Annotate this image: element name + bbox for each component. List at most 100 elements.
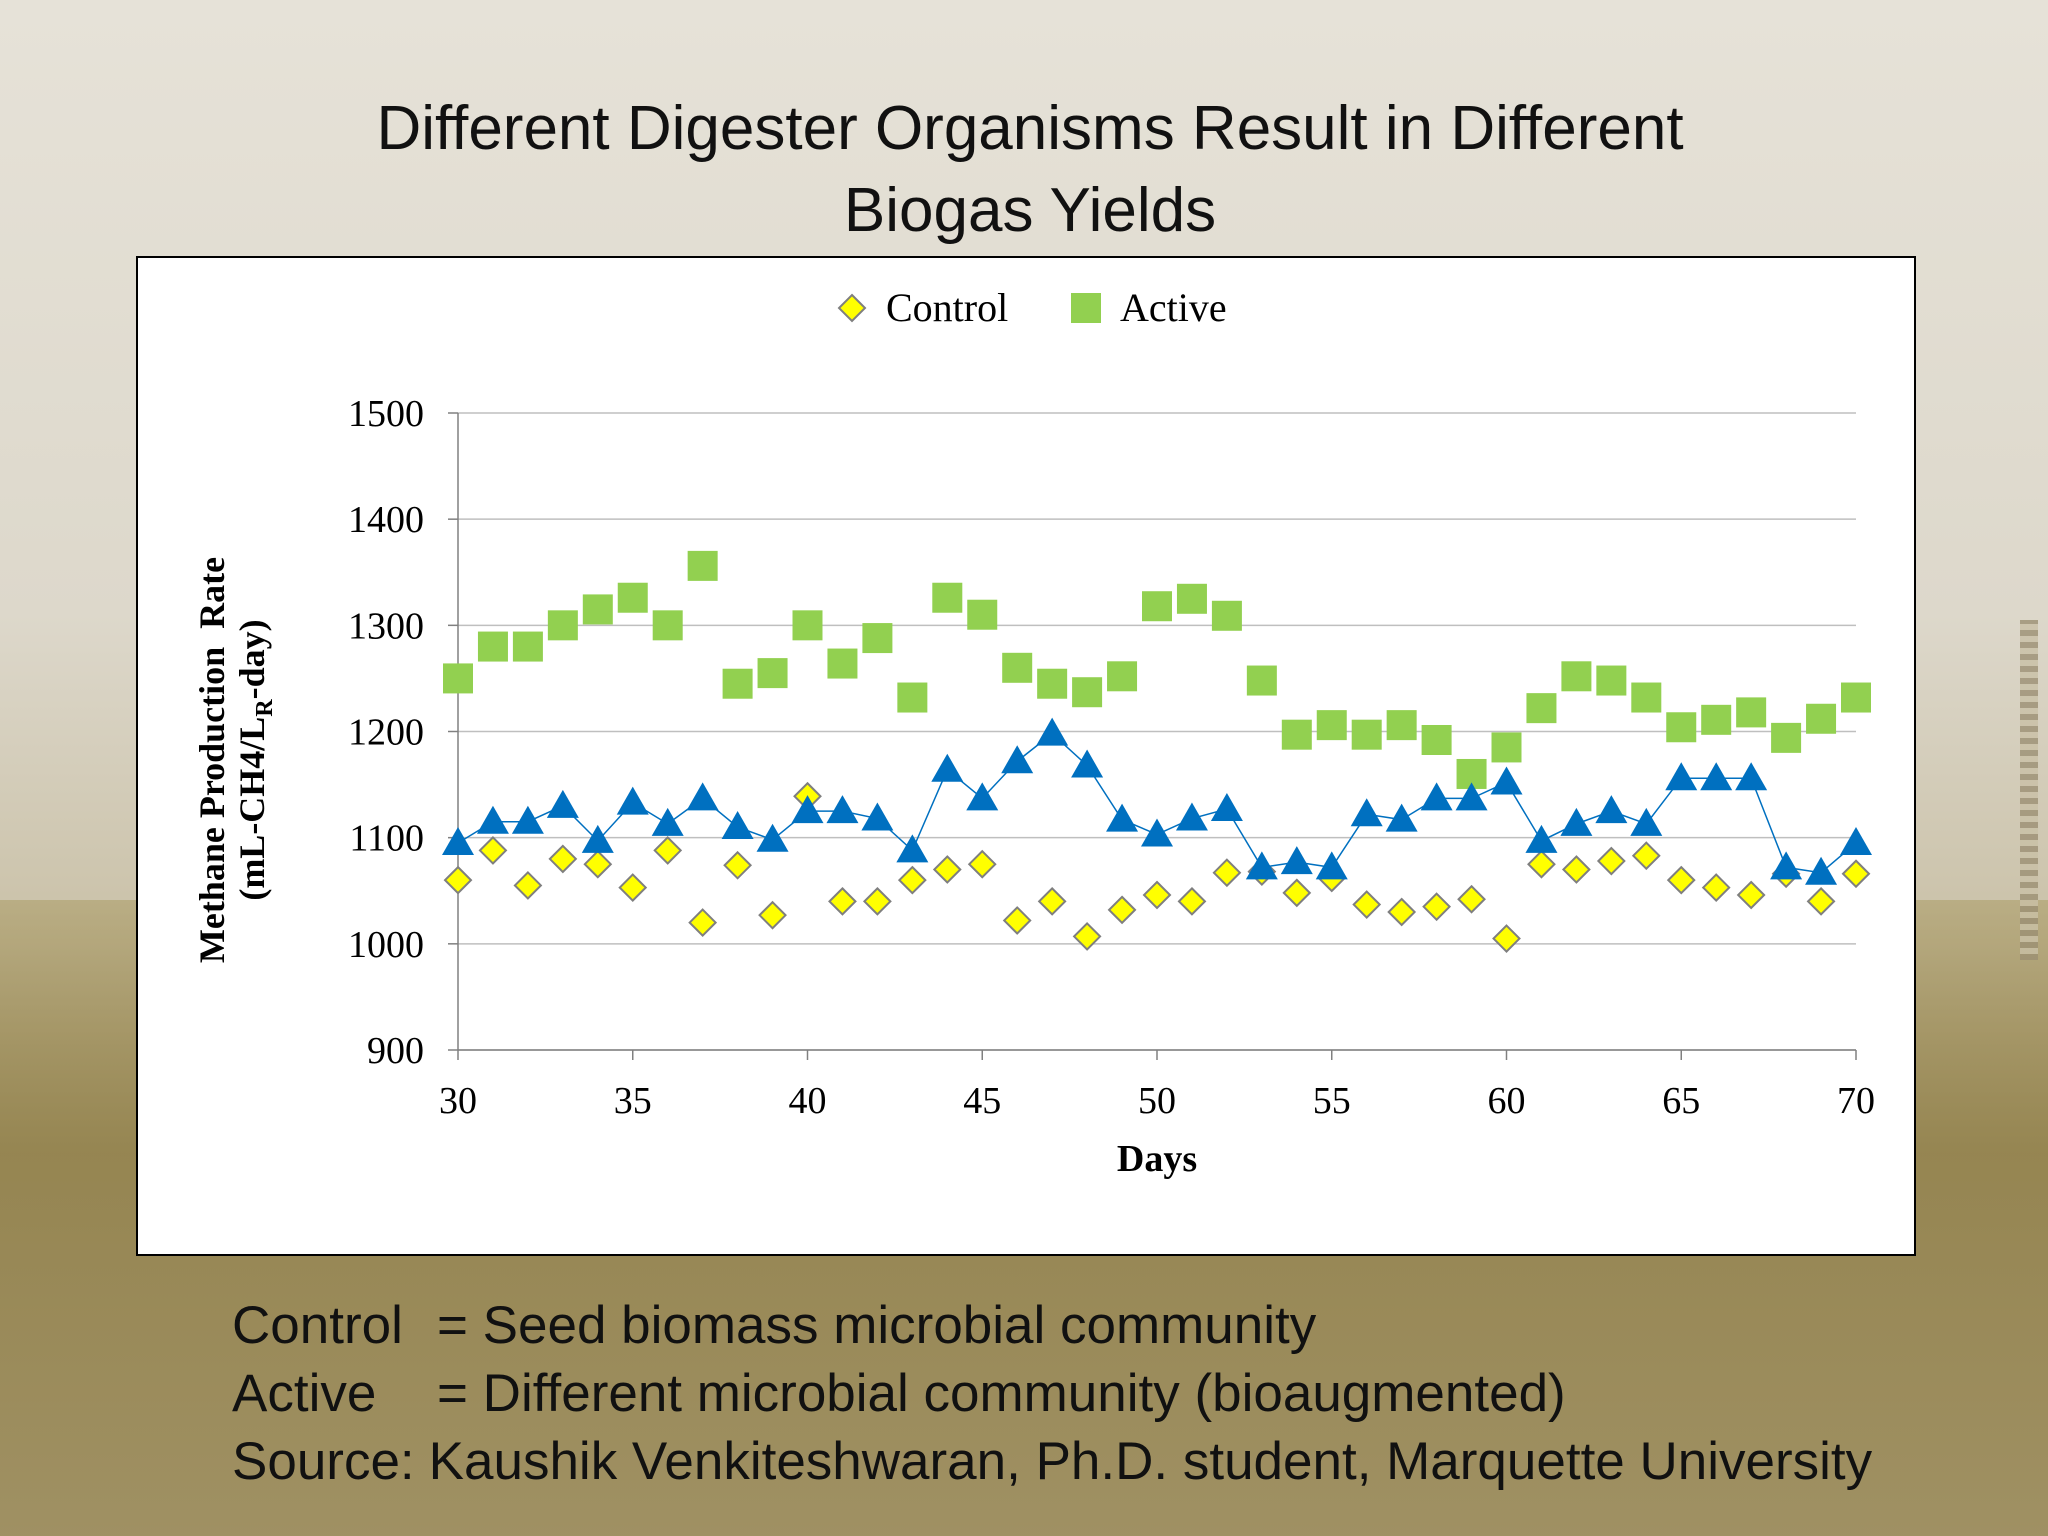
data-point [1037, 886, 1067, 916]
data-point [1352, 890, 1382, 919]
data-point [1072, 677, 1103, 708]
data-point [1806, 886, 1836, 916]
data-point [582, 594, 613, 625]
data-point [757, 658, 788, 689]
data-point [792, 610, 823, 641]
data-point [1282, 878, 1312, 908]
data-point [1666, 712, 1697, 743]
y-axis-label-unit-pre: (mL-CH4/L [232, 717, 272, 901]
data-point [618, 873, 648, 902]
footnote-source-label: Source: [232, 1432, 415, 1491]
data-point [1245, 851, 1278, 880]
data-point [688, 908, 718, 938]
data-point [1806, 703, 1837, 734]
data-point [653, 835, 683, 865]
data-point [1840, 826, 1872, 855]
legend-item-control: Control [837, 285, 1008, 330]
x-tick-label: 70 [1837, 1080, 1875, 1122]
data-point [617, 582, 648, 613]
data-point [828, 886, 857, 916]
y-axis-label-unit-sub: R [252, 699, 278, 717]
data-point [1560, 807, 1593, 836]
legend-label: Active [1120, 285, 1227, 330]
data-point [1525, 824, 1558, 853]
data-point [547, 610, 578, 641]
data-point [478, 835, 508, 865]
data-point [1315, 851, 1348, 880]
data-point [756, 823, 789, 852]
data-point [1385, 803, 1418, 832]
y-tick-label: 900 [367, 1030, 424, 1072]
data-point [721, 811, 754, 840]
data-point [1142, 591, 1172, 622]
data-point [1422, 892, 1452, 922]
series-active [443, 550, 1871, 789]
data-point [581, 824, 614, 853]
data-point [443, 865, 473, 895]
data-point [1490, 766, 1523, 795]
data-point [1176, 583, 1207, 614]
x-tick-label: 55 [1313, 1080, 1351, 1122]
data-point [652, 610, 683, 641]
x-tick-label: 35 [614, 1080, 652, 1122]
data-point [1771, 722, 1802, 753]
data-point [1316, 710, 1347, 741]
data-point [791, 795, 824, 824]
data-point [1281, 719, 1312, 750]
footnotes: Control = Seed biomass microbial communi… [232, 1292, 2022, 1496]
data-point [1596, 665, 1627, 696]
data-point [1736, 880, 1766, 910]
data-point [513, 871, 543, 900]
footnote-source: Source: Kaushik Venkiteshwaran, Ph.D. st… [232, 1428, 2022, 1496]
data-point [1386, 710, 1417, 741]
data-point [1036, 717, 1069, 746]
data-point [758, 900, 787, 930]
y-axis-label-line-2: (mL-CH4/LR-day) [232, 619, 278, 900]
slide-title: Different Digester Organisms Result in D… [200, 88, 1860, 252]
axes: 900 1000 1100 1200 1300 1400 1500 30 35 40 45 50 55 6… [348, 393, 1875, 1122]
data-point [1700, 762, 1733, 791]
data-point [476, 805, 509, 834]
footnote-control-text: = Seed biomass microbial community [437, 1296, 1317, 1355]
data-point [1492, 924, 1521, 953]
data-point [932, 855, 962, 884]
y-axis-label-unit-post: -day) [232, 619, 272, 699]
data-point [1350, 798, 1383, 827]
data-point [932, 582, 963, 613]
data-point [1002, 652, 1033, 683]
data-point [1841, 859, 1871, 889]
data-point [1420, 782, 1453, 811]
y-tick-label: 1300 [348, 605, 424, 647]
data-point [616, 786, 649, 815]
y-tick-label: 1500 [348, 393, 424, 435]
x-tick-label: 60 [1488, 1080, 1526, 1122]
data-point [931, 753, 964, 782]
data-point [1805, 856, 1838, 885]
data-point [1527, 849, 1556, 879]
data-point [966, 782, 999, 811]
data-point [1177, 886, 1207, 916]
footnote-control-label: Control [232, 1296, 403, 1355]
data-point [1666, 865, 1696, 895]
data-point [1631, 841, 1661, 871]
grid-lines [458, 412, 1856, 1051]
data-point [1526, 693, 1557, 724]
data-point [862, 886, 892, 916]
data-point [1212, 858, 1242, 888]
data-point [1107, 895, 1137, 925]
data-point [862, 623, 893, 654]
title-line-2: Biogas Yields [843, 176, 1217, 245]
y-tick-label: 1100 [349, 818, 424, 860]
chart: 900 1000 1100 1200 1300 1400 1500 30 35 40 45 50 55 6… [192, 285, 1875, 1180]
data-point [443, 663, 473, 694]
legend-label: Control [886, 285, 1008, 330]
data-point [1770, 851, 1803, 880]
data-point [1175, 802, 1208, 831]
data-point [1002, 906, 1032, 935]
data-point [686, 782, 719, 811]
x-tick-label: 40 [789, 1080, 827, 1122]
legend: Control Active [837, 285, 1227, 330]
footnote-control: Control = Seed biomass microbial communi… [232, 1292, 2022, 1360]
data-point [723, 850, 753, 880]
data-point [897, 865, 927, 895]
